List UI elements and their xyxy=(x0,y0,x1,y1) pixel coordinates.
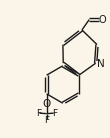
Text: O: O xyxy=(99,15,107,25)
Text: F: F xyxy=(36,109,41,118)
Text: N: N xyxy=(97,59,105,69)
Text: O: O xyxy=(42,99,51,109)
Text: F: F xyxy=(52,109,57,118)
Text: F: F xyxy=(44,116,49,125)
